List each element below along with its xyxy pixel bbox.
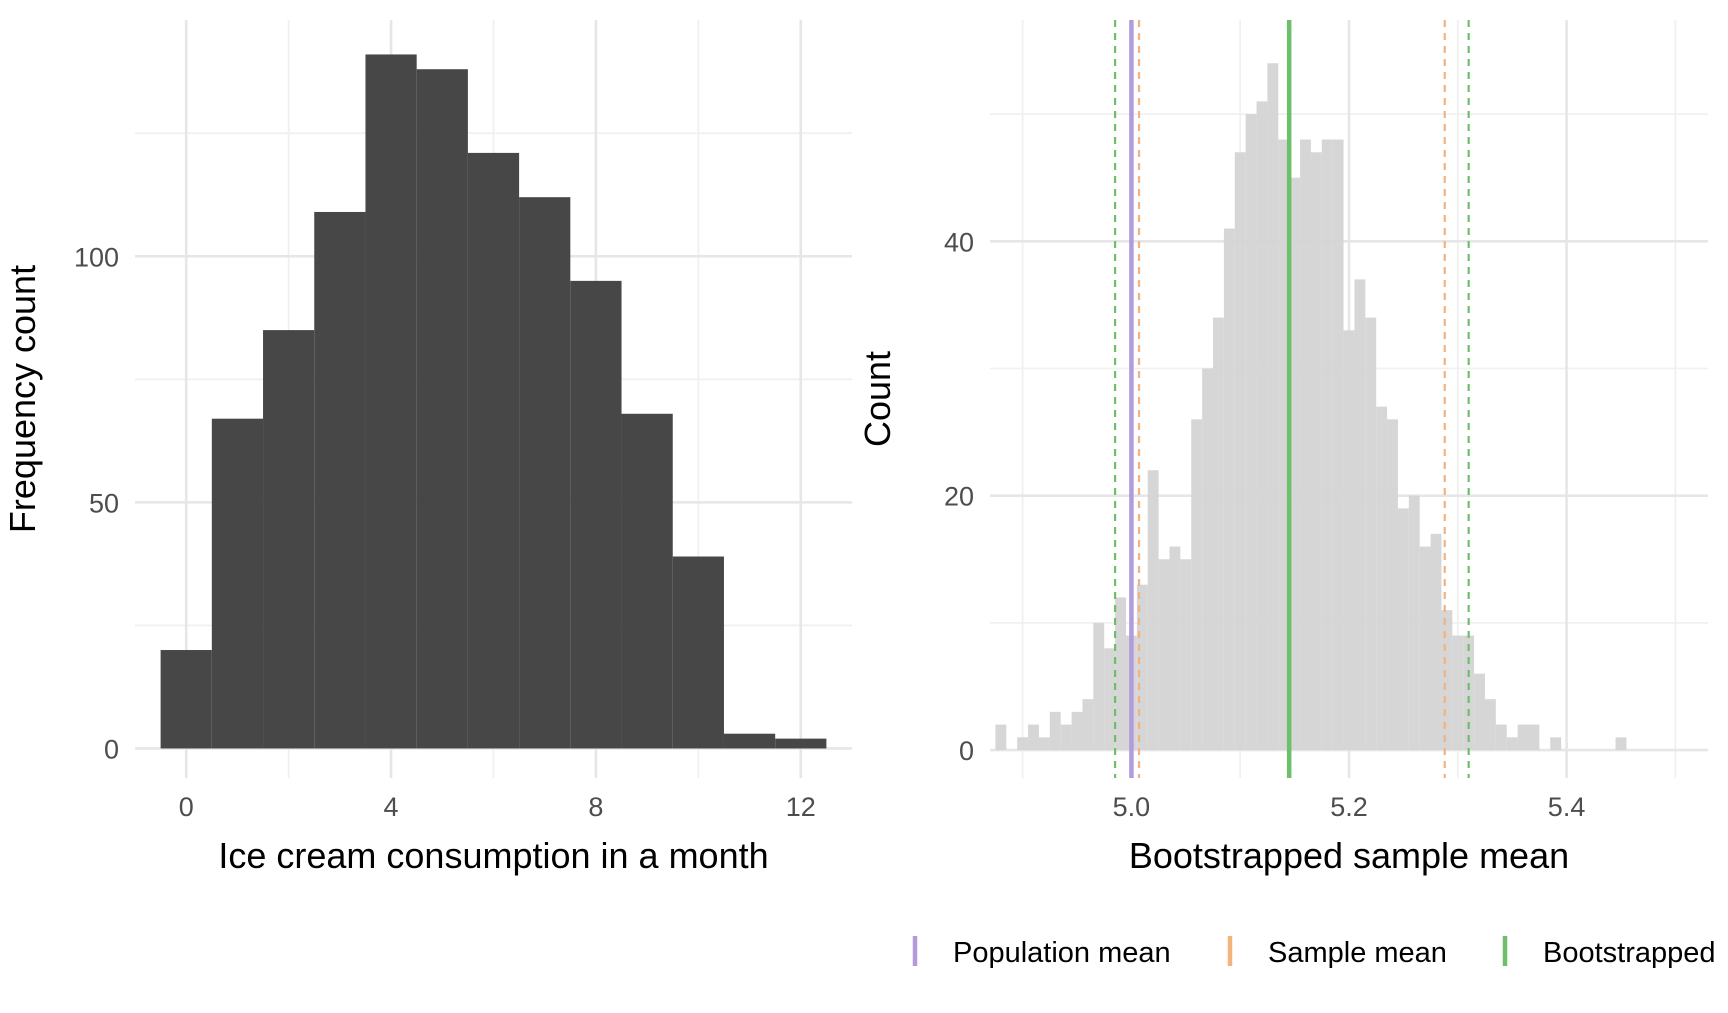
right-histogram-bar bbox=[1180, 559, 1192, 751]
right-histogram-bar bbox=[1441, 610, 1453, 751]
right-bars bbox=[995, 63, 1627, 751]
legend-label: Bootstrapped bbox=[1543, 937, 1716, 969]
right-histogram-bar bbox=[995, 724, 1007, 751]
right-x-tick-label: 5.4 bbox=[1548, 792, 1586, 822]
right-x-axis-title: Bootstrapped sample mean bbox=[1129, 835, 1569, 876]
right-histogram-bar bbox=[1071, 711, 1083, 751]
right-histogram-bar bbox=[1158, 559, 1170, 751]
left-bars bbox=[160, 54, 827, 749]
right-histogram-bar bbox=[1104, 648, 1116, 751]
right-histogram-bar bbox=[1550, 737, 1562, 751]
right-histogram-bar bbox=[1387, 419, 1398, 751]
right-histogram-bar bbox=[1528, 724, 1540, 751]
right-y-tick-label: 20 bbox=[944, 482, 974, 512]
right-histogram-bar bbox=[1267, 63, 1279, 751]
right-y-tick-label: 0 bbox=[959, 736, 974, 766]
right-histogram-bar bbox=[1234, 152, 1246, 751]
right-reference-lines bbox=[1114, 20, 1470, 778]
right-x-tick-label: 5.2 bbox=[1330, 792, 1368, 822]
right-histogram-bar bbox=[1463, 635, 1475, 751]
right-x-tick-label: 5.0 bbox=[1113, 792, 1151, 822]
left-x-tick-label: 12 bbox=[786, 792, 816, 822]
right-histogram-bar bbox=[1093, 622, 1105, 751]
left-histogram-bar bbox=[723, 733, 776, 749]
right-histogram-bar bbox=[1484, 699, 1496, 751]
right-histogram-bar bbox=[1506, 737, 1518, 751]
right-histogram-bar bbox=[1028, 724, 1039, 751]
right-histogram-bar bbox=[1256, 101, 1268, 751]
right-histogram-bar bbox=[1169, 546, 1181, 751]
left-histogram-bar bbox=[416, 69, 468, 749]
right-histogram-bar bbox=[1343, 330, 1355, 751]
left-tick-labels: 0 4 8 12 0 50 100 bbox=[74, 242, 816, 822]
left-y-axis-title: Frequency count bbox=[2, 265, 43, 533]
right-histogram-bar bbox=[1049, 711, 1061, 751]
right-histogram-bar bbox=[1017, 737, 1029, 751]
left-histogram-bar bbox=[263, 330, 315, 749]
left-histogram-bar bbox=[570, 280, 622, 749]
right-histogram-panel: 5.0 5.2 5.4 0 20 40 Bootstrapped sample mean Co… bbox=[857, 20, 1708, 876]
left-histogram-bar bbox=[467, 152, 520, 749]
right-histogram-bar bbox=[1278, 139, 1290, 751]
legend: Population mean Sample mean Bootstrapped bbox=[912, 936, 1716, 969]
left-histogram-bar bbox=[211, 418, 264, 749]
right-histogram-bar bbox=[1202, 368, 1214, 751]
right-histogram-bar bbox=[1289, 177, 1301, 751]
right-histogram-bar bbox=[1038, 737, 1050, 751]
left-histogram-bar bbox=[365, 54, 417, 749]
right-tick-labels: 5.0 5.2 5.4 0 20 40 bbox=[944, 227, 1585, 822]
left-y-tick-label: 50 bbox=[89, 488, 119, 518]
right-histogram-bar bbox=[1615, 737, 1627, 751]
left-x-tick-label: 4 bbox=[384, 792, 399, 822]
left-x-tick-label: 0 bbox=[179, 792, 194, 822]
right-y-tick-label: 40 bbox=[944, 227, 974, 257]
right-histogram-bar bbox=[1419, 546, 1431, 751]
right-histogram-bar bbox=[1060, 724, 1072, 751]
right-histogram-bar bbox=[1321, 139, 1333, 751]
right-histogram-bar bbox=[1245, 114, 1257, 751]
right-histogram-bar bbox=[1300, 139, 1311, 751]
left-histogram-bar bbox=[672, 556, 724, 749]
right-histogram-bar bbox=[1474, 673, 1485, 751]
right-histogram-bar bbox=[1452, 635, 1464, 751]
right-histogram-bar bbox=[1213, 317, 1224, 751]
right-histogram-bar bbox=[1354, 279, 1366, 751]
left-x-axis-title: Ice cream consumption in a month bbox=[218, 835, 768, 876]
left-y-tick-label: 100 bbox=[74, 242, 119, 272]
left-histogram-bar bbox=[519, 197, 571, 749]
right-histogram-bar bbox=[1408, 495, 1420, 751]
left-histogram-panel: 0 4 8 12 0 50 100 Ice cream consumption in a mo… bbox=[2, 20, 852, 876]
right-histogram-bar bbox=[1115, 597, 1126, 751]
left-y-tick-label: 0 bbox=[104, 734, 119, 764]
right-histogram-bar bbox=[1082, 699, 1094, 751]
right-histogram-bar bbox=[1495, 724, 1507, 751]
right-histogram-bar bbox=[1136, 584, 1148, 751]
legend-label: Sample mean bbox=[1268, 937, 1447, 969]
legend-label: Population mean bbox=[953, 937, 1171, 969]
right-histogram-bar bbox=[1223, 228, 1235, 751]
right-histogram-bar bbox=[1365, 317, 1377, 751]
right-histogram-bar bbox=[1310, 152, 1322, 751]
right-histogram-bar bbox=[1517, 724, 1529, 751]
right-histogram-bar bbox=[1191, 419, 1203, 751]
left-x-tick-label: 8 bbox=[588, 792, 603, 822]
right-histogram-bar bbox=[1397, 508, 1409, 751]
right-histogram-bar bbox=[1147, 470, 1159, 751]
right-histogram-bar bbox=[1376, 406, 1388, 751]
left-histogram-bar bbox=[160, 650, 212, 749]
right-y-axis-title: Count bbox=[857, 351, 898, 447]
left-histogram-bar bbox=[775, 738, 827, 749]
left-histogram-bar bbox=[621, 413, 673, 749]
right-histogram-bar bbox=[1430, 533, 1442, 751]
right-histogram-bar bbox=[1332, 139, 1344, 751]
left-histogram-bar bbox=[314, 211, 366, 749]
